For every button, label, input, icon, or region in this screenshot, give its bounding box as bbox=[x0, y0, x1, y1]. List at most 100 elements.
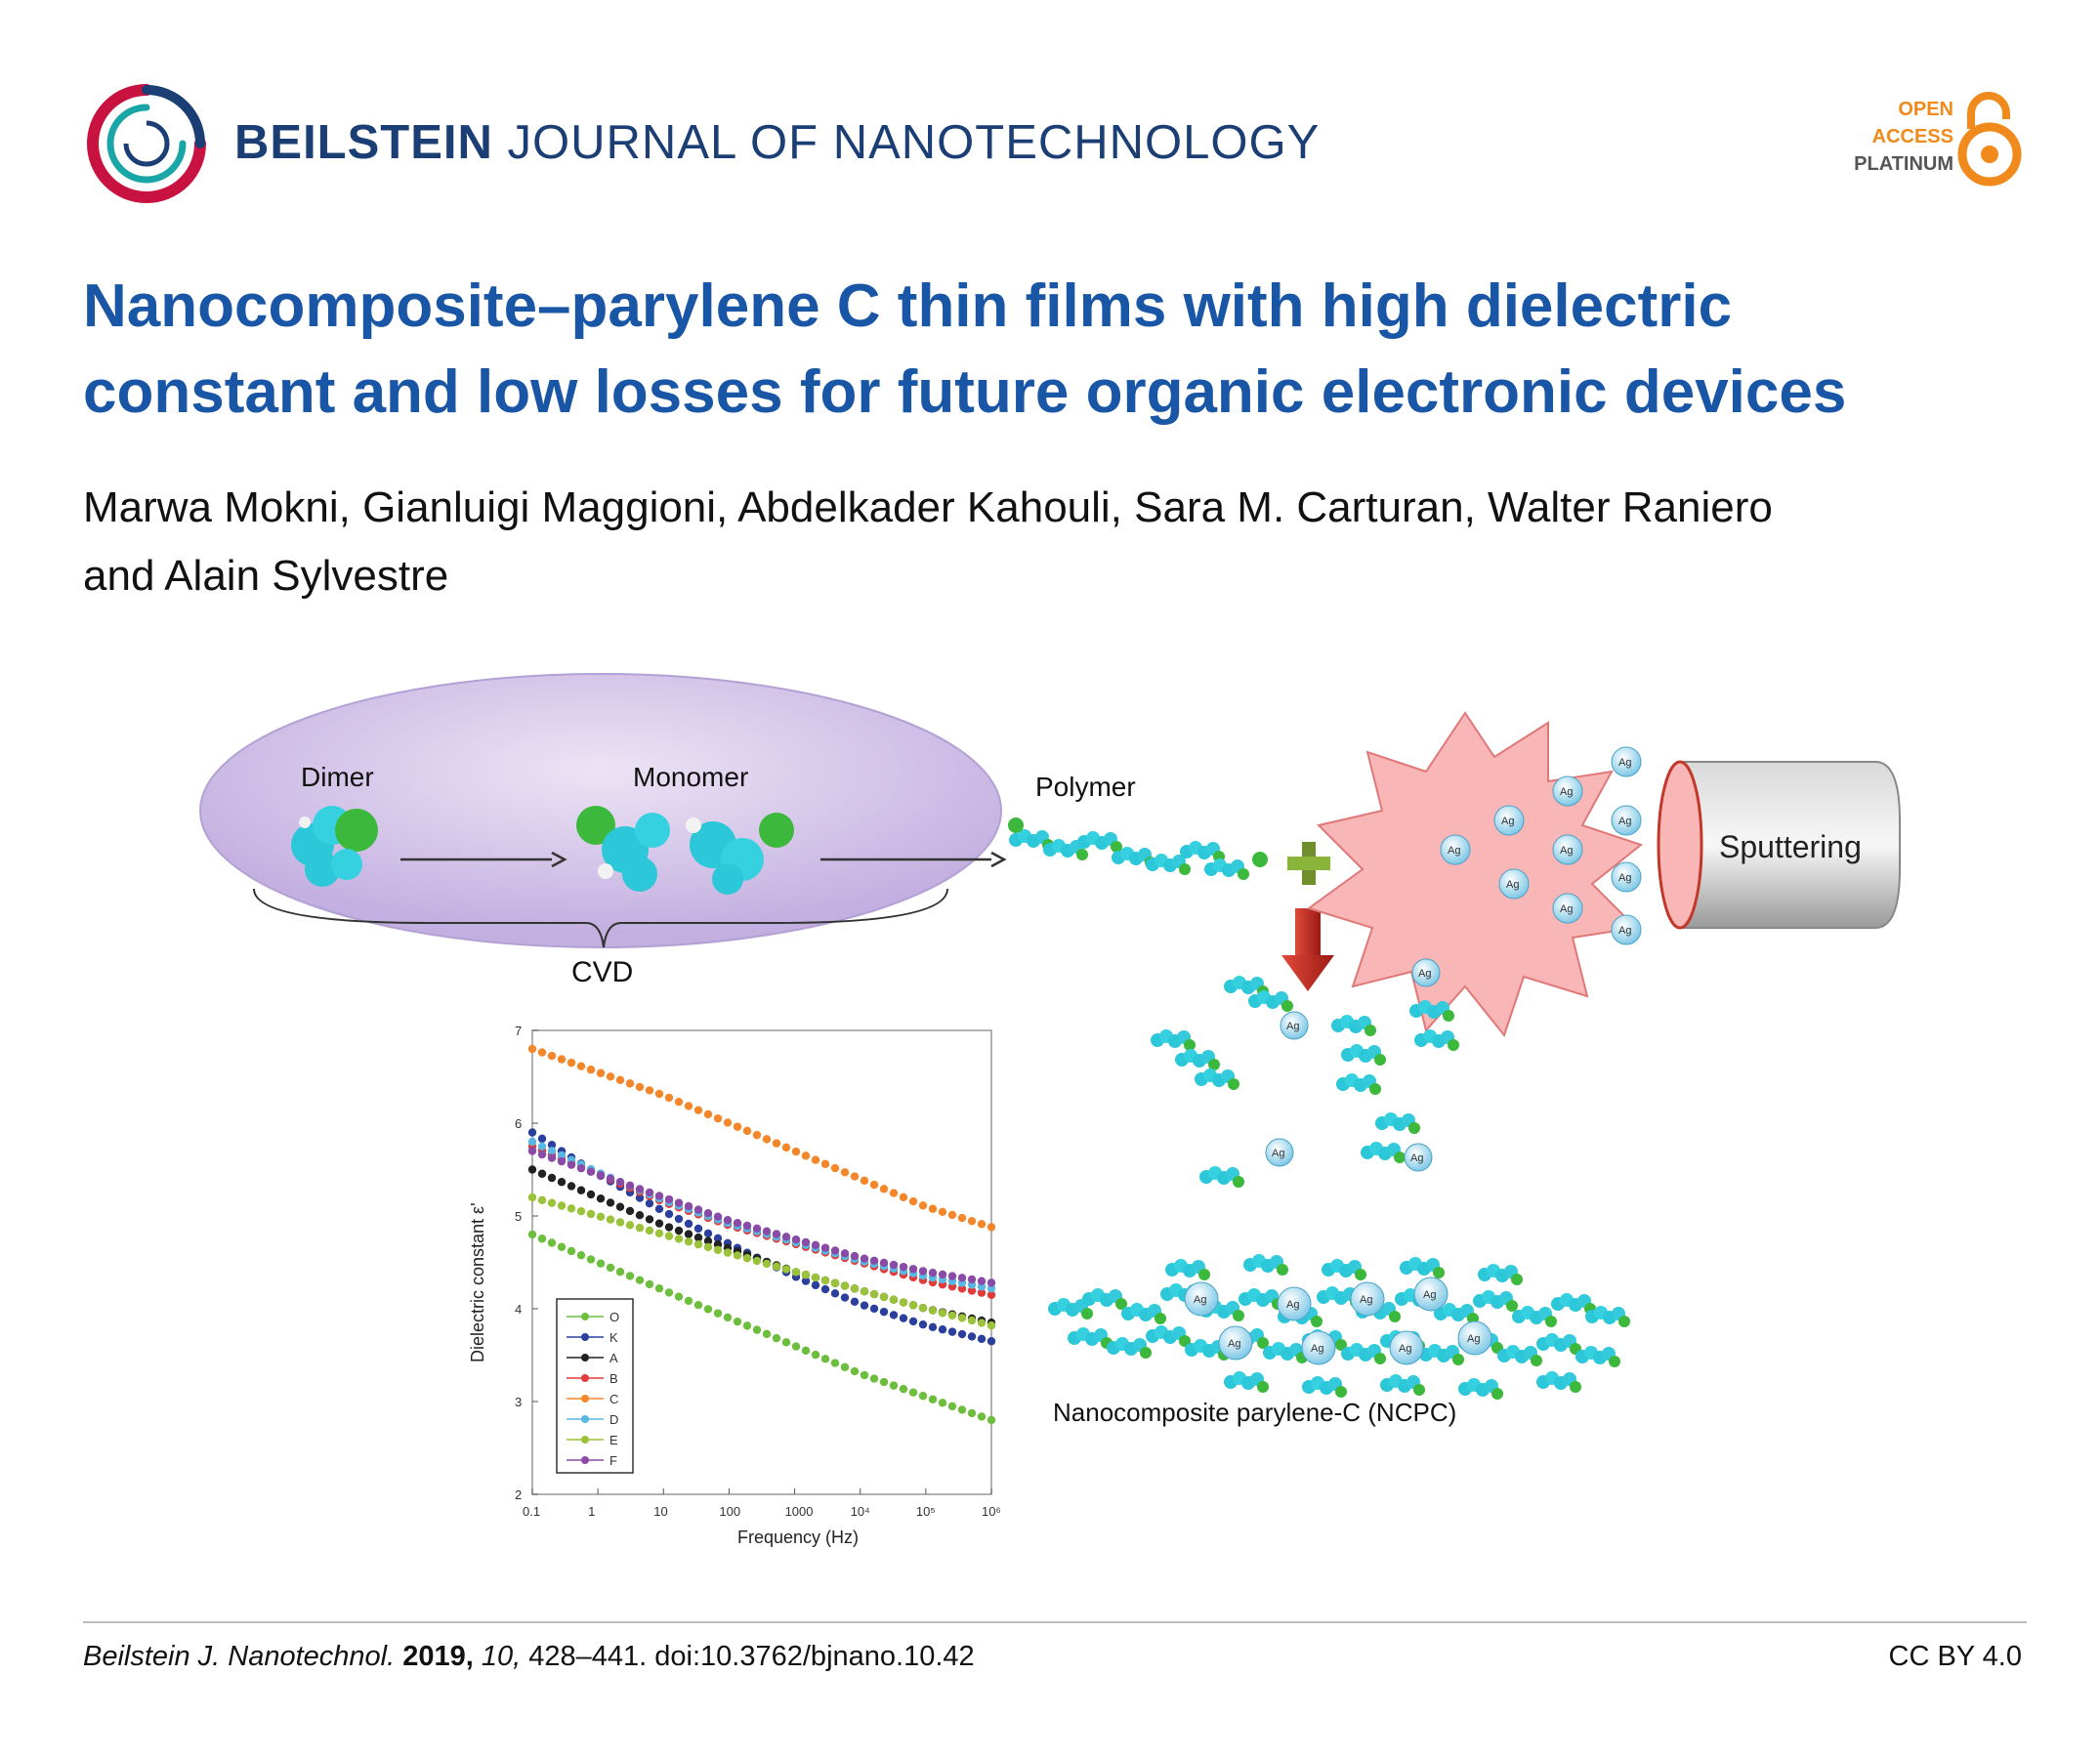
data-point bbox=[938, 1309, 947, 1318]
data-point bbox=[645, 1198, 654, 1208]
ag-particle: Ag bbox=[1265, 1138, 1294, 1167]
data-point bbox=[918, 1392, 928, 1401]
data-point bbox=[654, 1089, 664, 1099]
ag-particle: Ag bbox=[1457, 1320, 1492, 1356]
sputtering-label: Sputtering bbox=[1719, 829, 1862, 864]
svg-text:Ag: Ag bbox=[1423, 1289, 1436, 1301]
article-title: Nanocomposite–parylene C thin films with… bbox=[83, 264, 2027, 436]
data-point bbox=[889, 1295, 899, 1304]
nanocomposite-film: Ag Ag Ag Ag Ag Ag Ag Ag Nanocomposite pa… bbox=[1048, 1254, 1630, 1427]
open-access-badge: OPEN ACCESS PLATINUM bbox=[1827, 90, 2022, 197]
data-point bbox=[791, 1147, 801, 1156]
data-point bbox=[664, 1194, 674, 1204]
data-point bbox=[693, 1205, 703, 1214]
y-tick-label: 3 bbox=[515, 1395, 522, 1409]
data-point bbox=[947, 1311, 957, 1320]
ag-particle: Ag bbox=[1440, 834, 1471, 865]
data-point bbox=[684, 1219, 693, 1229]
data-point bbox=[820, 1276, 830, 1285]
data-point bbox=[703, 1208, 713, 1218]
data-point bbox=[938, 1325, 947, 1334]
svg-text:Ag: Ag bbox=[1560, 903, 1573, 915]
monomer-molecule-1 bbox=[576, 806, 670, 892]
data-point bbox=[957, 1213, 967, 1223]
data-point bbox=[762, 1135, 772, 1144]
data-point bbox=[606, 1198, 615, 1207]
silver-particles: Ag Ag Ag Ag Ag Ag Ag Ag Ag Ag bbox=[1440, 746, 1642, 945]
svg-text:Ag: Ag bbox=[1286, 1021, 1299, 1032]
data-point bbox=[830, 1163, 840, 1173]
ag-particle: Ag bbox=[1389, 1330, 1424, 1365]
ag-particle: Ag bbox=[1552, 775, 1583, 807]
data-point bbox=[645, 1226, 654, 1235]
data-point bbox=[654, 1192, 664, 1200]
data-point bbox=[596, 1171, 606, 1180]
data-point bbox=[557, 1242, 567, 1251]
data-point bbox=[879, 1258, 889, 1268]
data-point bbox=[547, 1147, 557, 1155]
data-point bbox=[889, 1311, 899, 1319]
data-point bbox=[684, 1201, 693, 1211]
data-point bbox=[537, 1134, 547, 1144]
ag-particle: Ag bbox=[1552, 834, 1583, 865]
data-point bbox=[537, 1142, 547, 1151]
legend-marker bbox=[581, 1395, 589, 1403]
data-point bbox=[742, 1126, 752, 1136]
citation-volume: 10, bbox=[481, 1641, 522, 1672]
dimer-molecule bbox=[291, 806, 378, 887]
data-point bbox=[664, 1209, 674, 1219]
data-point bbox=[908, 1196, 918, 1206]
data-point bbox=[928, 1269, 938, 1277]
data-point bbox=[625, 1079, 635, 1088]
sputtering-source: Sputtering bbox=[1306, 711, 1901, 1038]
journal-name: BEILSTEIN JOURNAL OF NANOTECHNOLOGY bbox=[234, 115, 1320, 170]
data-point bbox=[557, 1151, 567, 1160]
legend-label: K bbox=[609, 1330, 618, 1345]
data-point bbox=[537, 1235, 547, 1243]
data-point bbox=[576, 1163, 586, 1173]
data-point bbox=[801, 1346, 811, 1356]
data-point bbox=[557, 1156, 567, 1166]
data-point bbox=[889, 1381, 899, 1390]
y-tick-label: 7 bbox=[515, 1024, 522, 1038]
data-point bbox=[635, 1082, 645, 1092]
legend-marker bbox=[581, 1415, 589, 1423]
legend-marker bbox=[581, 1333, 589, 1341]
data-point bbox=[654, 1229, 664, 1237]
citation-year: 2019, bbox=[402, 1641, 474, 1672]
x-tick-label: 10⁵ bbox=[916, 1504, 936, 1519]
data-point bbox=[596, 1212, 606, 1222]
deposition-flux: Ag Ag Ag Ag bbox=[1151, 958, 1459, 1188]
data-point bbox=[606, 1072, 615, 1081]
data-point bbox=[654, 1219, 664, 1228]
data-point bbox=[762, 1329, 772, 1339]
data-point bbox=[664, 1232, 674, 1240]
data-point bbox=[733, 1251, 742, 1260]
data-point bbox=[635, 1210, 645, 1220]
data-point bbox=[938, 1207, 947, 1217]
down-arrow-icon bbox=[1281, 908, 1334, 991]
data-point bbox=[791, 1268, 801, 1277]
data-point bbox=[547, 1153, 557, 1162]
polymer-label: Polymer bbox=[1035, 772, 1136, 802]
data-point bbox=[693, 1239, 703, 1249]
data-point bbox=[635, 1194, 645, 1202]
data-point bbox=[977, 1277, 987, 1285]
data-point bbox=[957, 1314, 967, 1322]
svg-text:Ag: Ag bbox=[1418, 968, 1431, 980]
data-point bbox=[957, 1329, 967, 1339]
data-point bbox=[752, 1325, 762, 1334]
data-point bbox=[684, 1296, 693, 1306]
data-point bbox=[928, 1322, 938, 1332]
y-tick-label: 2 bbox=[515, 1487, 522, 1502]
data-point bbox=[899, 1298, 908, 1307]
data-point bbox=[947, 1210, 957, 1220]
data-point bbox=[606, 1263, 615, 1273]
svg-text:Ag: Ag bbox=[1618, 757, 1631, 769]
data-point bbox=[977, 1334, 987, 1344]
svg-text:Ag: Ag bbox=[1560, 845, 1573, 857]
data-point bbox=[879, 1377, 889, 1387]
data-point bbox=[547, 1198, 557, 1207]
data-point bbox=[918, 1303, 928, 1313]
data-point bbox=[967, 1332, 977, 1341]
